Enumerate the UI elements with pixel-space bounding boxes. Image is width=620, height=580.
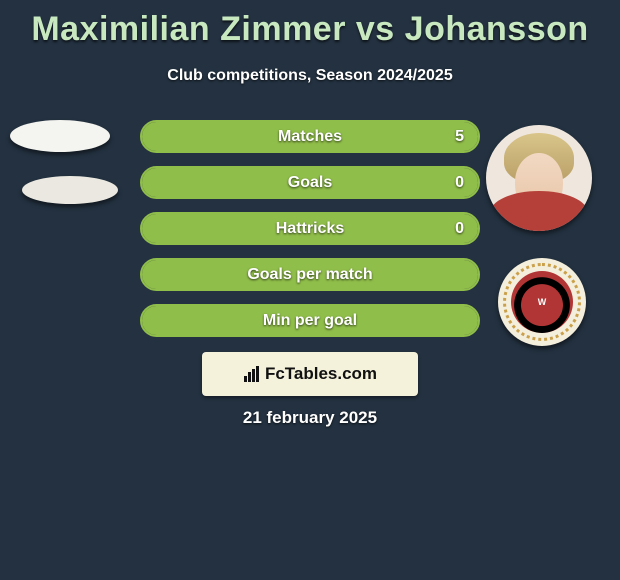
stat-label: Matches [142,122,478,151]
page-title: Maximilian Zimmer vs Johansson [0,0,620,49]
stat-label: Hattricks [142,214,478,243]
stat-label: Goals [142,168,478,197]
stat-right-value: 0 [455,214,464,243]
stat-row: Goals per match [140,258,480,291]
stat-row: Goals0 [140,166,480,199]
right-player-club-badge: W [498,258,586,346]
stat-label: Goals per match [142,260,478,289]
stats-list: Matches5Goals0Hattricks0Goals per matchM… [140,120,480,337]
stat-label: Min per goal [142,306,478,335]
subtitle: Club competitions, Season 2024/2025 [0,67,620,85]
left-player-avatar [10,120,110,152]
generated-date: 21 february 2025 [0,408,620,428]
bar-chart-icon [243,366,261,382]
stat-row: Min per goal [140,304,480,337]
stat-row: Matches5 [140,120,480,153]
fctables-label: FcTables.com [265,364,377,384]
stat-row: Hattricks0 [140,212,480,245]
right-player-avatar [486,125,592,231]
stat-right-value: 5 [455,122,464,151]
left-player-club-badge [22,176,118,204]
fctables-watermark: FcTables.com [202,352,418,396]
stat-right-value: 0 [455,168,464,197]
